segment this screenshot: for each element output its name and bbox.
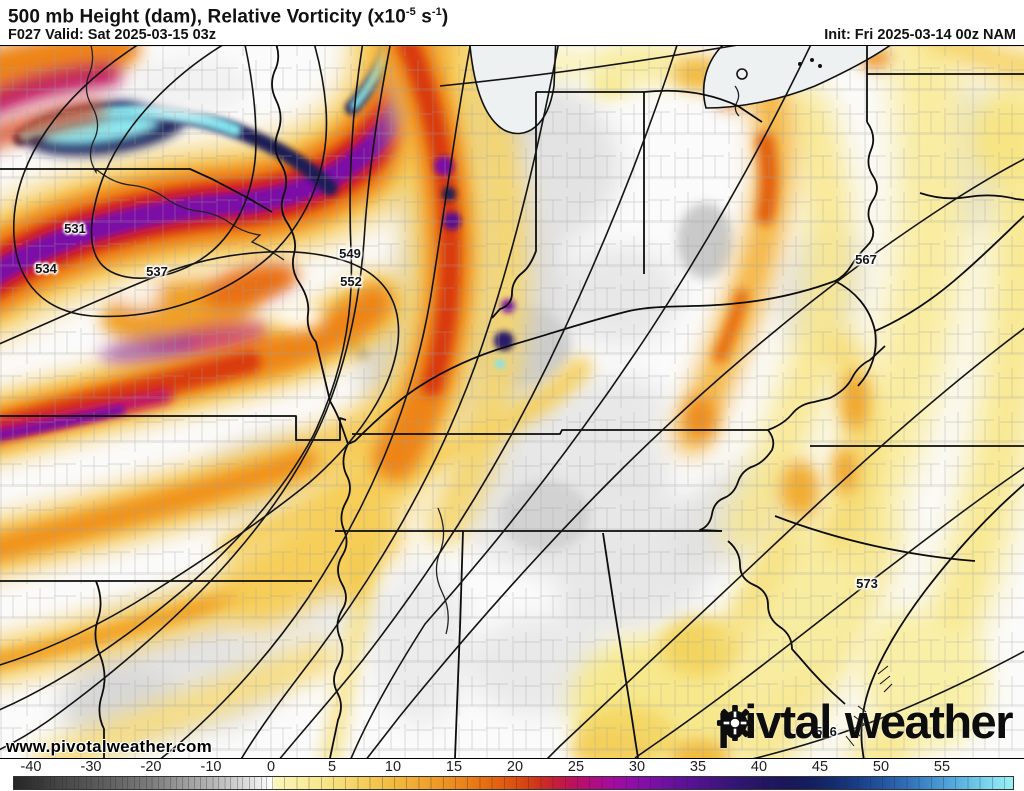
colorbar-tick-50: 50: [872, 759, 890, 775]
title-units: s: [415, 6, 432, 28]
weather-map: 531 534 537 549 552 567 573 576 www.pivotalweat…: [0, 45, 1024, 759]
colorbar-tick--10: -10: [200, 759, 222, 775]
contour-label-534: 534: [35, 260, 57, 276]
colorbar: [13, 776, 1014, 790]
colorbar-tick-40: 40: [750, 759, 768, 775]
contour-label-537: 537: [146, 263, 168, 279]
header: 500 mb Height (dam), Relative Vorticity …: [0, 0, 1024, 45]
init-time-label: Init: Fri 2025-03-14 00z NAM: [824, 27, 1016, 44]
logo-text-weather: weather: [844, 695, 1014, 748]
colorbar-tick-20: 20: [506, 759, 524, 775]
watermark: www.pivotalweather.com: [6, 737, 212, 756]
colorbar-tick-55: 55: [933, 759, 951, 775]
contour-label-567: 567: [855, 251, 877, 267]
title-superscript-exponent: -5: [405, 6, 416, 18]
contour-label-576: 576: [815, 723, 837, 739]
colorbar-tick-10: 10: [384, 759, 402, 775]
colorbar-tick-35: 35: [689, 759, 707, 775]
colorbar-tick-30: 30: [628, 759, 646, 775]
colorbar-tick-25: 25: [567, 759, 585, 775]
colorbar-footer: -40 -30 -20 -10 0 5 10 15 20 25 30 35 40 45 50 55: [0, 759, 1024, 791]
colorbar-tick--40: -40: [20, 759, 42, 775]
colorbar-tick-45: 45: [811, 759, 829, 775]
contour-label-549: 549: [339, 245, 361, 261]
title-close-paren: ): [441, 6, 449, 28]
contour-label-573: 573: [856, 575, 878, 591]
title-superscript-exponent2: -1: [431, 6, 442, 18]
map-graphic: [0, 46, 1024, 758]
contour-label-531: 531: [64, 220, 86, 236]
colorbar-tick-5: 5: [327, 759, 337, 775]
gear-icon: [717, 704, 754, 742]
title-text: 500 mb Height (dam), Relative Vorticity …: [8, 6, 406, 28]
colorbar-tick-0: 0: [266, 759, 276, 775]
contour-label-552: 552: [340, 273, 362, 289]
logo-text-tal: tal: [780, 695, 833, 748]
colorbar-tick--20: -20: [140, 759, 162, 775]
page-title: 500 mb Height (dam), Relative Vorticity …: [8, 2, 1016, 27]
colorbar-segment-lines-negative: [14, 777, 272, 789]
colorbar-tick-labels: -40 -30 -20 -10 0 5 10 15 20 25 30 35 40 45 50 55: [13, 759, 1012, 775]
valid-time-label: F027 Valid: Sat 2025-03-15 03z: [8, 27, 216, 44]
colorbar-tick-15: 15: [445, 759, 463, 775]
pivotal-weather-logo: piv tal weather: [717, 695, 1014, 748]
colorbar-segment-lines: [14, 777, 1013, 789]
colorbar-tick--30: -30: [80, 759, 102, 775]
